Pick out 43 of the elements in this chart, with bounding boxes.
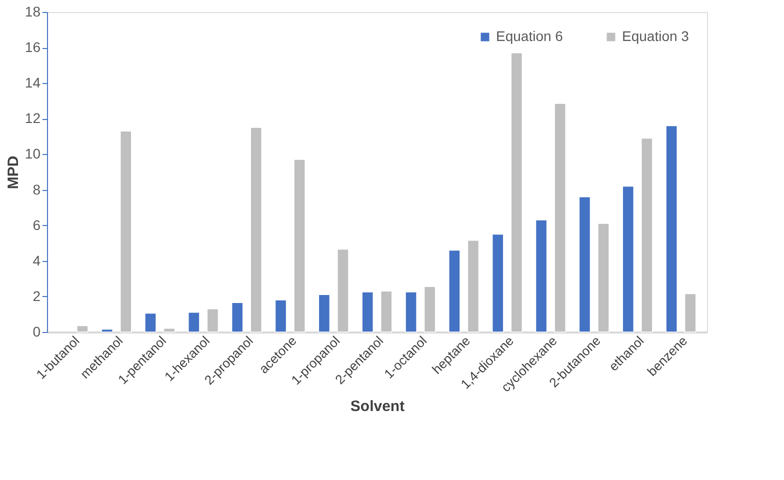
y-tick-label: 18 xyxy=(24,4,41,20)
bar xyxy=(337,248,349,332)
y-tick-label: 4 xyxy=(32,252,41,268)
y-axis-title: MPD xyxy=(4,156,22,190)
bar xyxy=(250,127,262,332)
bar xyxy=(448,250,460,332)
y-tick-label: 12 xyxy=(24,110,41,126)
bar xyxy=(206,308,219,332)
y-tick-label: 2 xyxy=(32,288,41,304)
bar xyxy=(424,286,436,332)
bar xyxy=(76,325,88,332)
bar xyxy=(405,292,417,332)
legend-label: Equation 3 xyxy=(622,28,690,44)
y-tick-label: 6 xyxy=(32,216,41,233)
bar xyxy=(598,223,610,332)
bar xyxy=(188,312,200,332)
bar xyxy=(666,125,678,332)
y-tick-label: 16 xyxy=(24,39,41,56)
y-tick-label: 8 xyxy=(32,181,41,198)
bar xyxy=(101,328,113,332)
bar xyxy=(510,52,522,332)
bar xyxy=(554,103,566,332)
bar xyxy=(380,290,392,332)
bar xyxy=(467,240,480,332)
bar xyxy=(578,196,591,332)
bar xyxy=(274,300,287,332)
bar xyxy=(144,312,156,332)
bar xyxy=(318,294,330,332)
x-axis-title: Solvent xyxy=(350,398,405,415)
bar xyxy=(362,292,374,332)
bar xyxy=(535,220,548,332)
y-tick-label: 0 xyxy=(32,324,41,340)
y-tick-label: 10 xyxy=(24,146,41,162)
bar xyxy=(622,186,634,332)
bar xyxy=(492,234,504,332)
y-tick-label: 14 xyxy=(24,74,41,91)
bar xyxy=(684,293,696,332)
bar xyxy=(163,328,176,332)
legend-label: Equation 6 xyxy=(496,28,564,44)
bar xyxy=(641,138,653,332)
bar xyxy=(232,302,244,332)
bar xyxy=(120,130,132,332)
bar xyxy=(294,159,306,332)
